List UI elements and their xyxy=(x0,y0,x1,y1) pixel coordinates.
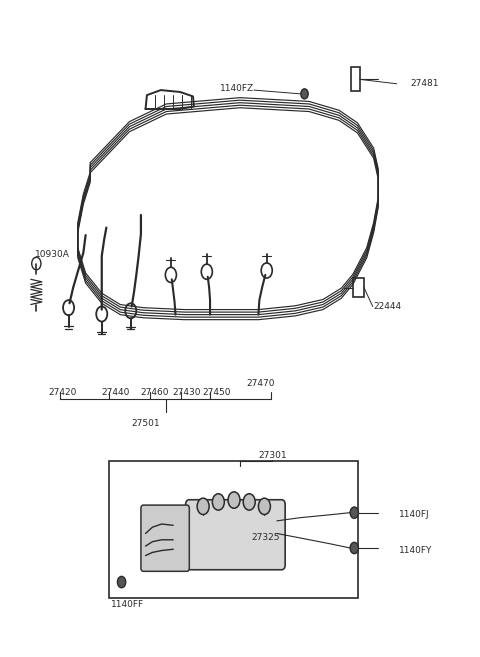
Text: 27420: 27420 xyxy=(48,388,77,397)
Text: 27481: 27481 xyxy=(410,79,439,88)
Text: 1140FF: 1140FF xyxy=(110,600,144,609)
Text: 1140FY: 1140FY xyxy=(399,546,432,555)
Text: 27430: 27430 xyxy=(173,388,201,397)
FancyBboxPatch shape xyxy=(141,505,189,572)
Text: 22444: 22444 xyxy=(373,302,402,311)
Text: 27501: 27501 xyxy=(131,419,160,428)
Circle shape xyxy=(350,542,359,554)
Text: 27470: 27470 xyxy=(247,379,275,388)
Bar xyxy=(108,461,358,599)
Text: 27301: 27301 xyxy=(258,451,287,461)
Circle shape xyxy=(350,507,359,518)
Text: 27450: 27450 xyxy=(203,388,231,397)
Text: 27440: 27440 xyxy=(101,388,130,397)
Circle shape xyxy=(258,498,270,514)
Circle shape xyxy=(212,494,224,510)
Text: 27325: 27325 xyxy=(251,533,279,543)
Bar xyxy=(353,278,364,297)
Bar xyxy=(350,68,360,91)
Text: 10930A: 10930A xyxy=(35,250,70,259)
Circle shape xyxy=(301,89,308,99)
Text: 27460: 27460 xyxy=(141,388,169,397)
Circle shape xyxy=(228,492,240,509)
Circle shape xyxy=(197,498,209,514)
Circle shape xyxy=(118,576,126,588)
FancyBboxPatch shape xyxy=(186,500,285,570)
Text: 1140FZ: 1140FZ xyxy=(220,84,254,93)
Circle shape xyxy=(243,494,255,510)
Text: 1140FJ: 1140FJ xyxy=(399,510,430,519)
